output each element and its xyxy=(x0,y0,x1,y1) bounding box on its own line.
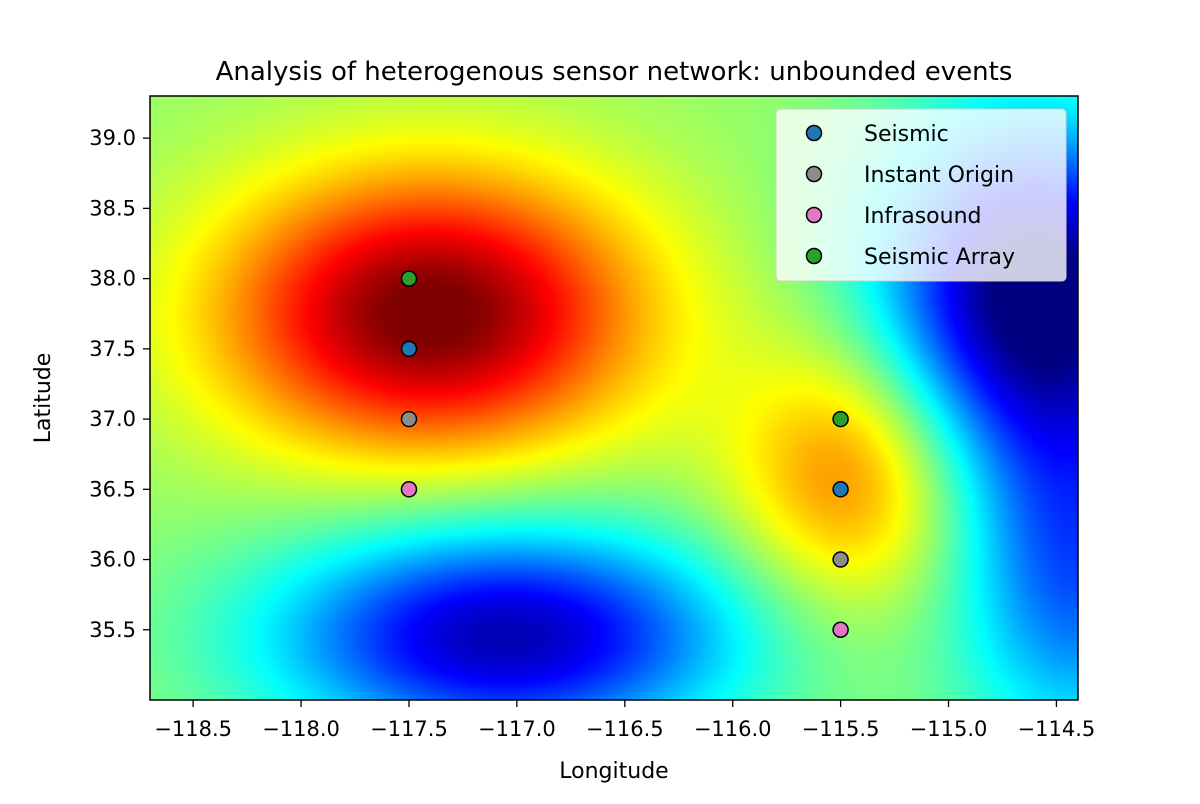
y-tick-label: 39.0 xyxy=(89,126,136,150)
x-tick-label: −117.5 xyxy=(370,717,448,741)
legend-box xyxy=(775,108,1067,282)
x-tick-label: −115.5 xyxy=(802,717,880,741)
legend: Seismic Instant Origin Infrasound Seismic A… xyxy=(775,108,1067,282)
x-axis: −118.5 −118.0 −117.5 −117.0 −116.5 −116.0 −115… xyxy=(154,700,1095,741)
y-tick-label: 37.5 xyxy=(89,337,136,361)
legend-label-instant-origin: Instant Origin xyxy=(864,163,1014,188)
x-tick-label: −117.0 xyxy=(478,717,556,741)
y-tick-label: 38.5 xyxy=(89,196,136,220)
x-axis-label: Longitude xyxy=(559,759,668,784)
legend-marker-seismic xyxy=(805,124,823,142)
marker-instant-origin xyxy=(832,551,849,568)
x-tick-label: −116.0 xyxy=(694,717,772,741)
x-tick-label: −118.0 xyxy=(262,717,340,741)
y-tick-label: 36.5 xyxy=(89,477,136,501)
marker-infrasound xyxy=(400,481,418,498)
y-axis: 35.5 36.0 36.5 37.0 37.5 38.0 38.5 39.0 xyxy=(89,126,150,642)
marker-seismic xyxy=(400,340,418,358)
x-tick-label: −116.5 xyxy=(586,717,664,741)
marker-seismic-array xyxy=(400,270,418,287)
y-axis-label: Latitude xyxy=(31,353,56,444)
y-tick-label: 35.5 xyxy=(89,618,136,642)
marker-infrasound xyxy=(832,621,849,639)
x-tick-label: −115.0 xyxy=(910,717,988,741)
marker-seismic-array xyxy=(832,410,849,428)
legend-marker-seismic-array xyxy=(805,247,823,265)
legend-label-seismic: Seismic xyxy=(864,122,949,147)
legend-label-infrasound: Infrasound xyxy=(864,204,981,229)
legend-label-seismic-array: Seismic Array xyxy=(864,245,1015,270)
marker-seismic xyxy=(832,481,849,498)
legend-marker-instant-origin xyxy=(805,165,823,183)
x-tick-label: −118.5 xyxy=(154,717,232,741)
y-tick-label: 38.0 xyxy=(89,267,136,291)
marker-instant-origin xyxy=(400,410,418,428)
y-tick-label: 36.0 xyxy=(89,548,136,572)
legend-marker-infrasound xyxy=(805,206,823,224)
x-tick-label: −114.5 xyxy=(1018,717,1096,741)
chart-title: Analysis of heterogenous sensor network:… xyxy=(216,57,1013,87)
scatter-markers xyxy=(400,270,849,639)
y-tick-label: 37.0 xyxy=(89,407,136,431)
plot-frame xyxy=(149,95,1079,701)
